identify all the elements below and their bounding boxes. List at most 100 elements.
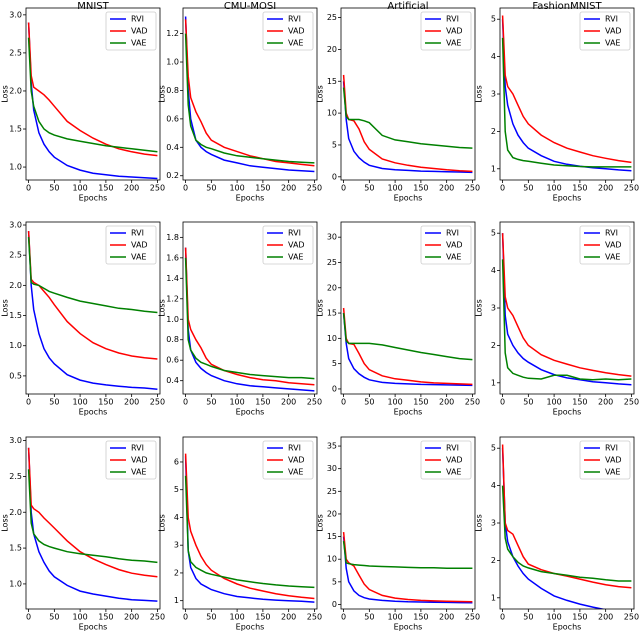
series-line bbox=[501, 485, 632, 582]
series-line bbox=[27, 22, 158, 157]
y-axis-label: Loss bbox=[475, 514, 484, 532]
legend-label: VAE bbox=[446, 39, 462, 48]
chart-title: FashionMNIST bbox=[532, 1, 602, 12]
y-tick-label: 0.4 bbox=[166, 376, 179, 385]
y-tick-label: 10 bbox=[327, 109, 337, 118]
y-tick-label: 1 bbox=[491, 378, 496, 387]
legend-label: RVI bbox=[131, 15, 144, 24]
y-tick-label: 25 bbox=[327, 487, 337, 496]
x-tick-label: 100 bbox=[546, 184, 561, 193]
legend-label: VAD bbox=[131, 27, 148, 36]
series-line bbox=[342, 313, 473, 387]
legend-label: VAD bbox=[446, 27, 463, 36]
legend-label: VAD bbox=[446, 241, 463, 250]
legend-label: RVI bbox=[131, 444, 144, 453]
x-axis-label: Epochs bbox=[236, 408, 265, 417]
y-tick-label: 5 bbox=[332, 359, 337, 368]
y-tick-label: 3.0 bbox=[9, 221, 22, 230]
series-line bbox=[501, 444, 632, 589]
y-tick-label: 0.5 bbox=[9, 371, 22, 380]
x-tick-label: 250 bbox=[624, 398, 639, 407]
x-tick-label: 150 bbox=[413, 184, 428, 193]
plot-frame bbox=[340, 221, 476, 395]
x-tick-label: 0 bbox=[183, 398, 188, 407]
x-tick-label: 250 bbox=[624, 613, 639, 622]
y-tick-label: 1.0 bbox=[9, 163, 22, 172]
series-line bbox=[27, 237, 158, 314]
x-axis-label: Epochs bbox=[394, 194, 423, 203]
y-tick-label: 6 bbox=[174, 457, 179, 466]
legend-label: VAE bbox=[131, 253, 147, 262]
x-tick-label: 50 bbox=[364, 613, 374, 622]
plot-area bbox=[342, 307, 473, 387]
y-tick-label: 1.5 bbox=[9, 125, 22, 134]
x-tick-label: 50 bbox=[49, 184, 59, 193]
legend-box bbox=[262, 11, 314, 51]
y-tick-label: 20 bbox=[327, 283, 337, 292]
legend-label: RVI bbox=[605, 229, 618, 238]
series-line bbox=[27, 447, 158, 602]
series-line bbox=[184, 456, 315, 603]
y-tick-label: 1.0 bbox=[9, 341, 22, 350]
y-tick-label: 15 bbox=[327, 309, 337, 318]
series-line bbox=[27, 231, 158, 390]
y-axis-label: Loss bbox=[316, 514, 325, 532]
plot-area bbox=[27, 231, 158, 390]
y-tick-label: 0.6 bbox=[166, 356, 179, 365]
y-tick-label: 1.2 bbox=[166, 29, 179, 38]
series-line bbox=[184, 247, 315, 392]
x-tick-label: 200 bbox=[439, 398, 454, 407]
x-tick-label: 100 bbox=[229, 398, 244, 407]
x-tick-label: 0 bbox=[341, 398, 346, 407]
x-tick-label: 100 bbox=[229, 613, 244, 622]
y-tick-label: 0 bbox=[332, 172, 337, 181]
y-tick-label: 2.5 bbox=[9, 472, 22, 481]
x-tick-label: 250 bbox=[307, 398, 322, 407]
y-tick-label: 1.5 bbox=[9, 544, 22, 553]
y-axis-label: Loss bbox=[158, 85, 167, 103]
y-tick-label: 3 bbox=[491, 519, 496, 528]
x-tick-label: 250 bbox=[150, 184, 165, 193]
y-axis-label: Loss bbox=[475, 85, 484, 103]
y-tick-label: 30 bbox=[327, 464, 337, 473]
plot-area bbox=[184, 247, 315, 392]
x-tick-label: 200 bbox=[598, 398, 613, 407]
x-tick-label: 150 bbox=[572, 398, 587, 407]
x-tick-label: 250 bbox=[307, 184, 322, 193]
y-tick-label: 2 bbox=[174, 568, 179, 577]
y-tick-label: 2.0 bbox=[9, 281, 22, 290]
plot-frame bbox=[25, 436, 161, 610]
x-tick-label: 0 bbox=[500, 184, 505, 193]
y-tick-label: 1 bbox=[491, 593, 496, 602]
series-line bbox=[501, 37, 632, 168]
x-tick-label: 200 bbox=[439, 613, 454, 622]
y-tick-label: 3.0 bbox=[9, 10, 22, 19]
x-tick-label: 0 bbox=[500, 398, 505, 407]
y-tick-label: 0.2 bbox=[166, 171, 179, 180]
series-line bbox=[27, 469, 158, 564]
legend-label: RVI bbox=[605, 444, 618, 453]
x-tick-label: 0 bbox=[26, 398, 31, 407]
y-tick-label: 5 bbox=[491, 444, 496, 453]
x-tick-label: 0 bbox=[26, 184, 31, 193]
x-axis-label: Epochs bbox=[394, 408, 423, 417]
legend-label: RVI bbox=[446, 229, 459, 238]
y-axis-label: Loss bbox=[1, 299, 10, 317]
x-tick-label: 50 bbox=[364, 184, 374, 193]
series-line bbox=[27, 231, 158, 360]
series-line bbox=[342, 536, 473, 604]
y-tick-label: 2 bbox=[491, 556, 496, 565]
x-tick-label: 250 bbox=[465, 398, 480, 407]
plot-frame bbox=[182, 436, 318, 610]
x-tick-label: 150 bbox=[98, 184, 113, 193]
legend-label: VAE bbox=[131, 39, 147, 48]
y-tick-label: 1.8 bbox=[166, 233, 179, 242]
y-tick-label: 1 bbox=[491, 164, 496, 173]
y-tick-label: 2.0 bbox=[9, 86, 22, 95]
x-tick-label: 100 bbox=[72, 398, 87, 407]
y-tick-label: 10 bbox=[327, 334, 337, 343]
legend-box bbox=[420, 440, 472, 480]
x-tick-label: 0 bbox=[26, 613, 31, 622]
y-tick-label: 0.6 bbox=[166, 114, 179, 123]
